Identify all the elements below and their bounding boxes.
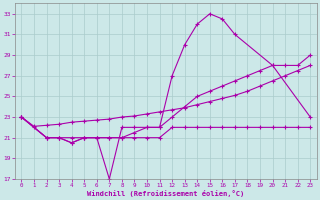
- X-axis label: Windchill (Refroidissement éolien,°C): Windchill (Refroidissement éolien,°C): [87, 190, 244, 197]
